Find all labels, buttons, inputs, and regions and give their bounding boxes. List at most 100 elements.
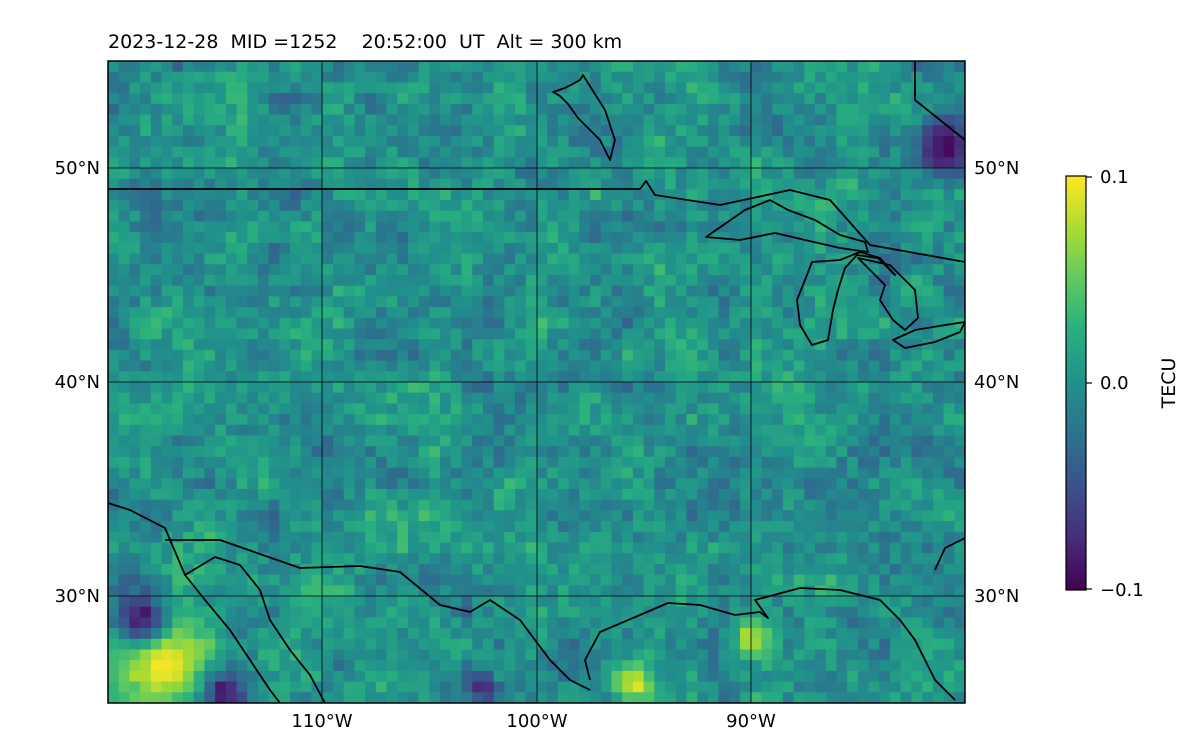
- tec-cell: [686, 521, 698, 533]
- tec-cell: [654, 103, 666, 116]
- tec-cell: [322, 617, 334, 629]
- tec-cell: [632, 446, 645, 458]
- tec-cell: [322, 210, 334, 223]
- tec-cell: [611, 596, 623, 608]
- tec-cell: [922, 200, 934, 212]
- tec-cell: [654, 264, 666, 276]
- tec-cell: [450, 563, 463, 576]
- tec-cell: [140, 189, 152, 201]
- tec-cell: [911, 253, 923, 265]
- tec-cell: [365, 232, 377, 244]
- tec-cell: [343, 360, 355, 372]
- tec-cell: [750, 435, 763, 447]
- tec-cell: [643, 114, 655, 126]
- tec-cell: [675, 125, 688, 137]
- tec-cell: [418, 157, 430, 169]
- tec-cell: [225, 61, 238, 73]
- tec-cell: [536, 446, 548, 458]
- tec-cell: [429, 649, 441, 661]
- tec-cell: [750, 296, 763, 308]
- tec-cell: [922, 606, 934, 618]
- tec-cell: [461, 210, 473, 223]
- tec-cell: [268, 692, 280, 703]
- tec-cell: [911, 125, 923, 137]
- tec-cell: [150, 403, 163, 415]
- tec-cell: [461, 574, 473, 586]
- tec-cell: [236, 146, 248, 158]
- tec-cell: [161, 649, 173, 661]
- tec-cell: [782, 467, 795, 479]
- tec-cell: [815, 253, 827, 265]
- tec-cell: [397, 382, 409, 394]
- tec-cell: [900, 638, 913, 651]
- tec-cell: [729, 628, 741, 640]
- tec-cell: [557, 71, 570, 83]
- tec-cell: [943, 596, 955, 608]
- tec-cell: [140, 360, 152, 372]
- tec-cell: [140, 135, 152, 148]
- tec-cell: [740, 157, 752, 169]
- tec-cell: [204, 574, 216, 586]
- tec-cell: [879, 328, 891, 340]
- tec-cell: [675, 296, 688, 308]
- tec-cell: [525, 424, 538, 437]
- tec-cell: [815, 510, 827, 522]
- tec-cell: [322, 178, 334, 190]
- tec-cell: [375, 638, 388, 651]
- tec-cell: [504, 349, 516, 362]
- tec-cell: [847, 61, 859, 73]
- tec-cell: [515, 660, 527, 672]
- tec-cell: [547, 125, 559, 137]
- tec-cell: [879, 146, 891, 158]
- tec-cell: [343, 168, 355, 180]
- tec-cell: [407, 93, 420, 105]
- tec-cell: [879, 489, 891, 501]
- tec-cell: [407, 178, 420, 190]
- tec-cell: [247, 339, 259, 351]
- tec-cell: [922, 125, 934, 137]
- tec-cell: [440, 146, 452, 158]
- tec-cell: [890, 563, 902, 576]
- tec-cell: [161, 82, 173, 94]
- tec-cell: [857, 510, 870, 522]
- tec-cell: [900, 424, 913, 437]
- tec-cell: [547, 563, 559, 576]
- tec-cell: [922, 93, 934, 105]
- tec-cell: [515, 103, 527, 116]
- tec-cell: [579, 563, 591, 576]
- tec-cell: [729, 446, 741, 458]
- tec-cell: [707, 103, 720, 116]
- tec-cell: [665, 253, 677, 265]
- tec-cell: [622, 296, 634, 308]
- tec-cell: [632, 328, 645, 340]
- tec-cell: [611, 542, 623, 554]
- tec-cell: [407, 264, 420, 276]
- tec-cell: [504, 467, 516, 479]
- tec-cell: [772, 296, 784, 308]
- tec-cell: [890, 628, 902, 640]
- tec-cell: [343, 146, 355, 158]
- tec-cell: [590, 189, 602, 201]
- tec-cell: [440, 585, 452, 597]
- tec-cell: [108, 61, 120, 73]
- tec-cell: [579, 446, 591, 458]
- tec-cell: [407, 692, 420, 703]
- tec-cell: [332, 542, 345, 554]
- tec-cell: [172, 114, 184, 126]
- tec-cell: [868, 424, 880, 437]
- tec-cell: [568, 478, 580, 490]
- tec-cell: [686, 328, 698, 340]
- tec-cell: [590, 403, 602, 415]
- tec-cell: [911, 189, 923, 201]
- colorbar-gradient: [1065, 175, 1087, 591]
- tec-cell: [836, 296, 848, 308]
- tec-cell: [268, 157, 280, 169]
- tec-cell: [450, 670, 463, 683]
- tec-cell: [472, 189, 484, 201]
- tec-cell: [697, 296, 709, 308]
- tec-cell: [697, 307, 709, 319]
- tec-cell: [279, 189, 291, 201]
- tec-cell: [108, 692, 120, 703]
- tec-cell: [215, 146, 227, 158]
- tec-cell: [568, 585, 580, 597]
